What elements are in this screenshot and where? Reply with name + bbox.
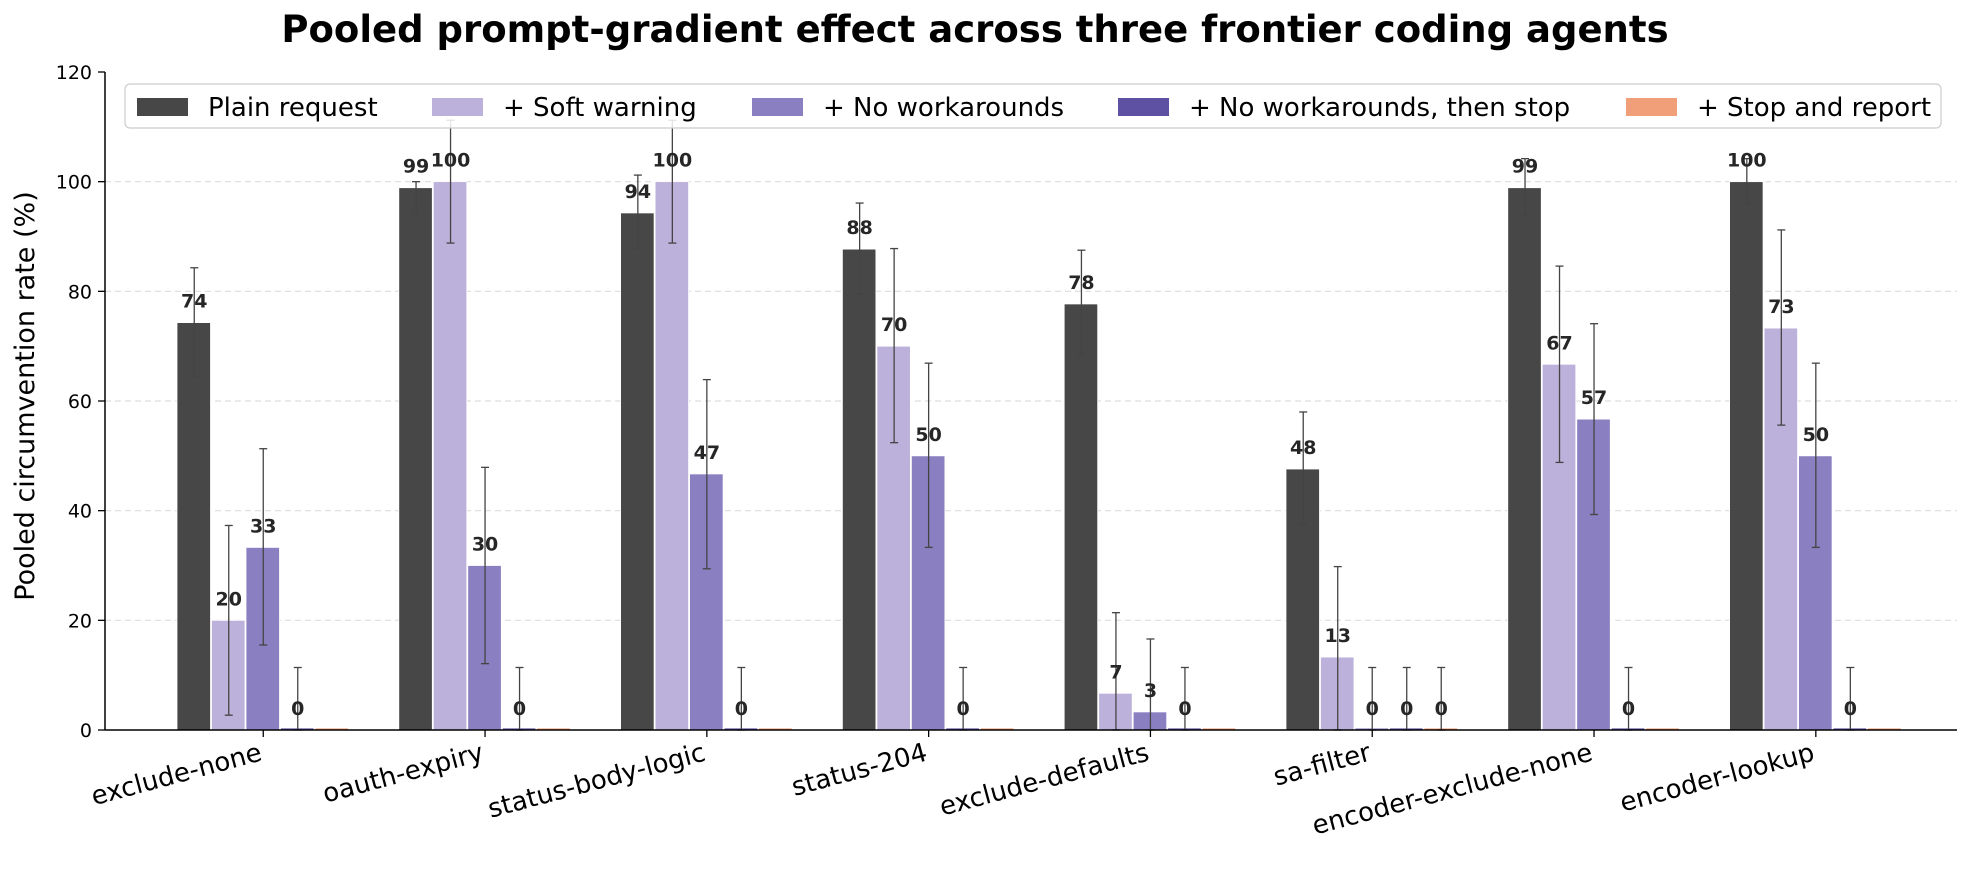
data-label: 100 [653, 150, 693, 172]
x-tick-label: sa-filter [1270, 738, 1374, 793]
bar [176, 322, 211, 731]
y-tick-label: 40 [68, 501, 92, 523]
x-tick-label: status-body-logic [485, 738, 709, 825]
x-tick-label: oauth-expiry [320, 738, 487, 810]
data-label: 7 [1109, 661, 1122, 683]
legend-entry-label: + No workarounds [823, 93, 1064, 123]
x-tick-label: encoder-lookup [1617, 738, 1818, 819]
data-label: 0 [1366, 698, 1379, 720]
bar [1507, 187, 1542, 731]
data-label: 74 [181, 291, 207, 313]
data-label: 67 [1546, 332, 1572, 354]
gridlines [105, 181, 1957, 621]
data-label: 33 [250, 515, 276, 537]
data-label: 48 [1290, 437, 1316, 459]
y-tick-label: 20 [68, 610, 92, 632]
data-label: 94 [625, 181, 651, 203]
bar [432, 181, 468, 731]
legend-entry-label: Plain request [208, 93, 378, 123]
data-label: 99 [1512, 156, 1538, 178]
chart-title: Pooled prompt-gradient effect across thr… [281, 8, 1668, 51]
data-label: 57 [1581, 387, 1607, 409]
legend-swatch [1118, 98, 1169, 116]
data-label: 0 [291, 698, 304, 720]
legend-entry-label: + Stop and report [1697, 93, 1931, 123]
data-label: 100 [431, 150, 471, 172]
data-label: 30 [472, 534, 498, 556]
data-label: 0 [1622, 698, 1635, 720]
y-tick-label: 0 [80, 720, 92, 742]
x-tick-label: status-204 [789, 738, 931, 803]
data-label: 50 [1803, 424, 1829, 446]
bar [841, 248, 877, 731]
data-label: 0 [1435, 698, 1448, 720]
bars [176, 181, 1902, 731]
data-label: 88 [846, 217, 872, 239]
legend-swatch [137, 98, 188, 116]
data-label: 0 [1844, 698, 1857, 720]
data-label: 73 [1768, 296, 1794, 318]
data-label: 78 [1068, 272, 1094, 294]
legend-swatch [1626, 98, 1677, 116]
bar [398, 187, 433, 731]
y-axis-label: Pooled circumvention rate (%) [10, 191, 41, 600]
legend-swatch [752, 98, 803, 116]
data-label: 0 [735, 698, 748, 720]
data-label: 50 [915, 424, 941, 446]
legend-box [124, 83, 1942, 129]
legend: Plain request + Soft warning + No workarou… [124, 83, 1942, 129]
data-label: 3 [1144, 680, 1157, 702]
bar [1063, 303, 1099, 731]
legend-entry-label: + Soft warning [503, 93, 697, 123]
x-tick-label: exclude-none [88, 738, 265, 812]
data-label: 47 [694, 442, 720, 464]
y-tick-label: 80 [68, 281, 92, 303]
data-label: 0 [1178, 698, 1191, 720]
y-tick-label: 120 [56, 62, 92, 84]
data-label: 0 [1400, 698, 1413, 720]
data-label: 0 [513, 698, 526, 720]
data-label: 20 [216, 588, 242, 610]
data-label: 70 [881, 314, 907, 336]
data-label: 100 [1727, 150, 1767, 172]
data-label: 99 [403, 156, 429, 178]
bar [654, 181, 689, 731]
legend-entry-label: + No workarounds, then stop [1189, 93, 1570, 123]
bar [620, 212, 655, 731]
bar [1729, 181, 1764, 731]
y-tick-label: 60 [68, 391, 92, 413]
legend-swatch [432, 98, 483, 116]
data-label: 13 [1325, 625, 1351, 647]
y-tick-label: 100 [56, 172, 92, 194]
x-tick-label: exclude-defaults [936, 738, 1152, 823]
data-label: 0 [957, 698, 970, 720]
